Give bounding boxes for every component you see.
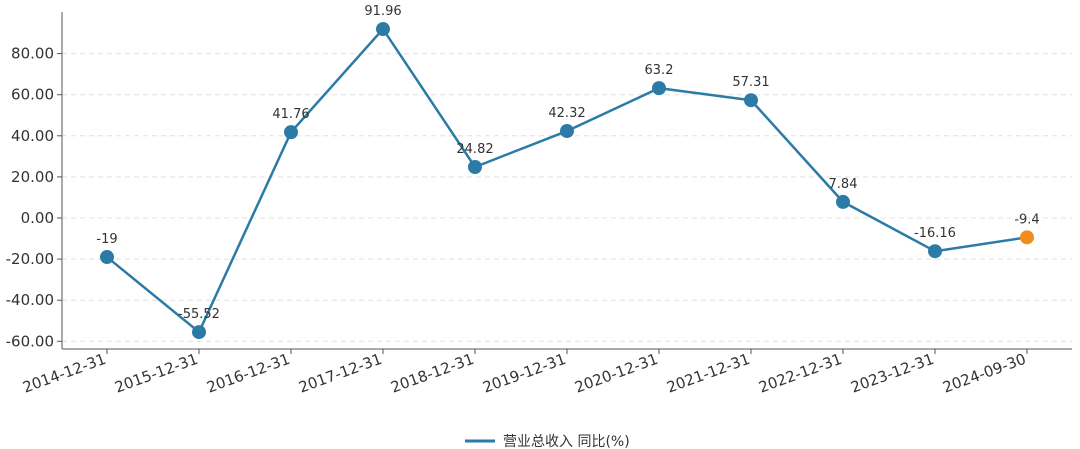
series-line <box>106 27 1028 334</box>
data-point[interactable] <box>376 22 390 37</box>
x-tick-label: 2018-12-31 <box>388 350 476 397</box>
data-point[interactable] <box>468 159 482 174</box>
data-point[interactable] <box>928 244 942 259</box>
y-axis-ticks: -60.00 -40.00 -20.00 0.00 20.00 40.00 60.00 80.… <box>6 45 62 350</box>
x-tick-label: 2022-12-31 <box>756 350 844 397</box>
x-tick-label: 2019-12-31 <box>480 350 568 397</box>
y-tick-label: -60.00 <box>6 332 54 350</box>
data-point[interactable] <box>192 325 206 340</box>
data-label: 57.31 <box>732 75 769 90</box>
data-label: -55.52 <box>178 307 220 322</box>
data-point[interactable] <box>744 93 758 108</box>
data-point[interactable] <box>652 81 666 96</box>
data-label: -16.16 <box>914 226 956 241</box>
data-point[interactable] <box>1020 230 1034 245</box>
data-label: 42.32 <box>548 106 585 121</box>
x-tick-label: 2020-12-31 <box>572 350 660 397</box>
data-label: 91.96 <box>364 4 401 19</box>
series-revenue-yoy <box>100 22 1034 340</box>
gridlines <box>62 53 1072 342</box>
x-axis-ticks: 2014-12-31 2015-12-31 2016-12-31 2017-12-31… <box>20 349 1028 397</box>
x-tick-label: 2023-12-31 <box>848 350 936 397</box>
y-tick-label: 80.00 <box>11 45 54 63</box>
data-label: 63.2 <box>645 63 674 78</box>
x-tick-label: 2016-12-31 <box>204 350 292 397</box>
data-point[interactable] <box>560 124 574 139</box>
y-tick-label: 60.00 <box>11 86 54 104</box>
x-tick-label: 2021-12-31 <box>664 350 752 397</box>
x-tick-label: 2017-12-31 <box>296 350 384 397</box>
data-label: 7.84 <box>829 177 858 192</box>
y-tick-label: 40.00 <box>11 127 54 145</box>
x-tick-label: 2015-12-31 <box>112 350 200 397</box>
legend[interactable]: 营业总收入 同比(%) <box>465 434 630 449</box>
y-tick-label: 0.00 <box>21 209 54 227</box>
x-tick-label: 2014-12-31 <box>20 350 108 397</box>
data-labels: -19 -55.52 41.76 91.96 24.82 42.32 63.2 57.31 7.… <box>96 4 1039 322</box>
y-tick-label: -40.00 <box>6 291 54 309</box>
data-point[interactable] <box>284 125 298 140</box>
data-point[interactable] <box>836 194 850 209</box>
data-point[interactable] <box>100 250 114 265</box>
data-label: 41.76 <box>272 107 309 122</box>
legend-label: 营业总收入 同比(%) <box>503 434 630 449</box>
y-tick-label: 20.00 <box>11 168 54 186</box>
y-tick-label: -20.00 <box>6 250 54 268</box>
data-label: 24.82 <box>456 142 493 157</box>
x-tick-label: 2024-09-30 <box>940 350 1028 397</box>
data-label: -19 <box>96 232 117 247</box>
data-label: -9.4 <box>1014 212 1039 227</box>
